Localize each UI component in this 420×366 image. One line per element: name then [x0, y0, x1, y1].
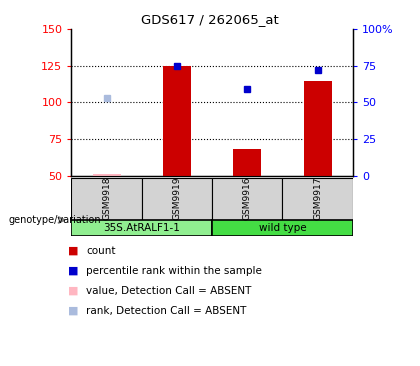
- Bar: [163, 66, 191, 176]
- Bar: [282, 178, 353, 220]
- Bar: [71, 178, 142, 220]
- Bar: [233, 149, 261, 176]
- Text: wild type: wild type: [259, 223, 306, 233]
- Text: ■: ■: [68, 246, 79, 256]
- Text: ■: ■: [68, 286, 79, 296]
- Bar: [212, 178, 282, 220]
- Text: percentile rank within the sample: percentile rank within the sample: [86, 266, 262, 276]
- Bar: [304, 81, 332, 176]
- Text: GSM9919: GSM9919: [173, 177, 181, 220]
- Bar: [142, 178, 212, 220]
- Text: ■: ■: [68, 306, 79, 316]
- Text: ■: ■: [68, 266, 79, 276]
- Text: GDS617 / 262065_at: GDS617 / 262065_at: [141, 13, 279, 26]
- Text: genotype/variation: genotype/variation: [8, 215, 101, 225]
- Text: 35S.AtRALF1-1: 35S.AtRALF1-1: [103, 223, 180, 233]
- Bar: [92, 174, 121, 176]
- Text: GSM9916: GSM9916: [243, 177, 252, 220]
- Text: value, Detection Call = ABSENT: value, Detection Call = ABSENT: [86, 286, 252, 296]
- Bar: [212, 220, 353, 236]
- Text: GSM9918: GSM9918: [102, 177, 111, 220]
- Text: GSM9917: GSM9917: [313, 177, 322, 220]
- Bar: [71, 220, 212, 236]
- Text: count: count: [86, 246, 116, 256]
- Text: rank, Detection Call = ABSENT: rank, Detection Call = ABSENT: [86, 306, 247, 316]
